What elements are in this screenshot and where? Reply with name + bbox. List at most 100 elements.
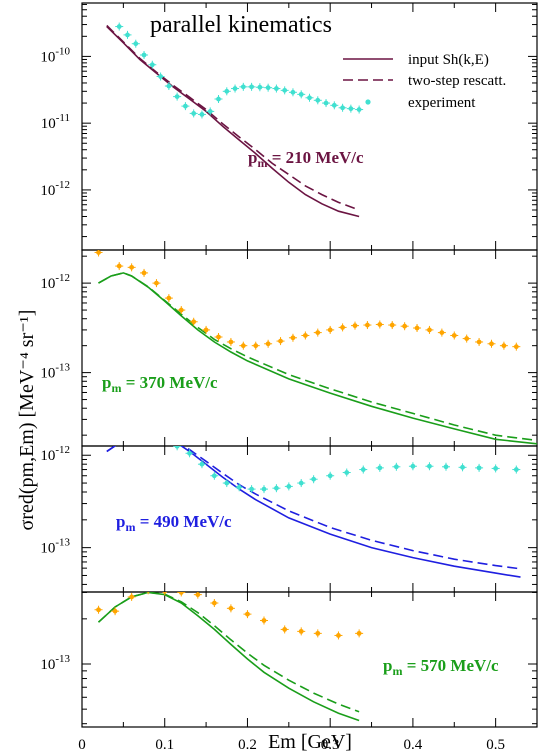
series-line-rescatt [98, 272, 537, 442]
data-point [187, 450, 192, 456]
x-tick-label: 0.3 [321, 737, 340, 753]
data-point [290, 89, 296, 95]
data-point [451, 333, 457, 338]
data-point [464, 336, 470, 341]
data-point [315, 330, 321, 335]
panel-label: pm = 210 MeV/c [248, 148, 364, 170]
y-tick-label: 10-13 [40, 362, 70, 382]
plot-area [94, 592, 364, 722]
data-point [125, 438, 130, 443]
data-point [356, 107, 362, 112]
data-point [348, 106, 354, 112]
panel-2: 10-13 10-12 pm = 370 MeV/c [40, 249, 538, 447]
data-point [191, 319, 197, 325]
data-point [236, 484, 242, 490]
data-point [298, 480, 304, 486]
data-point [340, 325, 345, 330]
panel-frame [81, 2, 538, 251]
data-point [278, 338, 283, 344]
data-point [211, 600, 217, 606]
data-point [133, 41, 139, 47]
data-point [501, 343, 507, 349]
data-point [265, 85, 271, 91]
data-point [356, 630, 362, 636]
x-tick-label: 0.2 [238, 737, 257, 753]
series-line-input [98, 272, 537, 445]
data-point [149, 62, 155, 68]
data-point [129, 264, 135, 270]
panel-label: pm = 370 MeV/c [102, 373, 218, 395]
data-point [489, 341, 494, 347]
data-point [162, 592, 168, 594]
data-point [402, 323, 408, 329]
data-point [216, 334, 221, 340]
data-point [129, 594, 135, 600]
legend-experiment-label: experiment [408, 95, 476, 111]
data-point [315, 97, 321, 103]
data-point [195, 592, 201, 598]
series-line-input [97, 592, 360, 722]
panel-frame [81, 249, 538, 447]
data-point [174, 446, 180, 449]
data-point [191, 111, 197, 116]
data-point [311, 476, 317, 482]
data-point [410, 463, 416, 469]
data-point [377, 322, 383, 327]
data-point [216, 96, 221, 102]
data-point [199, 461, 205, 467]
data-point [261, 618, 267, 623]
x-axis-label: Em [GeV] [268, 731, 352, 753]
y-tick-label: 10-10 [40, 45, 70, 65]
panel-1: 10-12 10-11 10-10 pm = 210 MeV/c [40, 2, 538, 251]
y-tick-label: 10-12 [40, 272, 70, 292]
data-point [360, 467, 366, 472]
data-point [476, 339, 482, 345]
data-point [282, 627, 288, 632]
data-point [307, 95, 312, 101]
data-point [298, 628, 304, 634]
data-point [274, 86, 279, 91]
data-point [96, 607, 101, 613]
data-point [249, 84, 254, 90]
series-line-rescatt [106, 446, 521, 570]
data-point [286, 484, 292, 489]
data-point [427, 327, 432, 333]
data-point [240, 84, 246, 90]
data-point [393, 464, 399, 470]
data-point [290, 335, 296, 341]
legend: input Sh(k,E) two-step rescatt. experime… [343, 52, 506, 111]
panels: 10-12 10-11 10-10 pm = 210 MeV/c 10-13 10-12 p… [40, 2, 538, 753]
legend-rescatt-label: two-step rescatt. [408, 73, 506, 89]
data-point [493, 466, 499, 471]
data-point [224, 88, 230, 94]
x-tick-label: 0 [78, 737, 86, 753]
data-point [112, 608, 118, 614]
data-point [166, 295, 172, 301]
data-point [253, 343, 259, 349]
data-point [513, 467, 519, 472]
data-point [274, 485, 279, 491]
data-point [178, 592, 184, 595]
data-point [154, 280, 159, 286]
data-point [344, 470, 350, 475]
data-point [240, 343, 246, 349]
data-point [224, 480, 230, 486]
data-point [146, 592, 150, 593]
panel-label: pm = 570 MeV/c [383, 656, 499, 678]
data-point [125, 32, 130, 38]
y-tick-label: 10-12 [40, 179, 70, 199]
x-tick-label: 0.5 [486, 737, 505, 753]
plot-area [106, 22, 364, 218]
data-point [166, 83, 172, 89]
x-tick-label: 0.4 [404, 737, 423, 753]
data-point [158, 74, 163, 79]
data-point [141, 270, 147, 276]
data-point [302, 333, 308, 338]
data-point [150, 430, 155, 435]
data-point [249, 486, 254, 492]
series-line-rescatt [97, 592, 360, 713]
data-point [96, 250, 101, 255]
y-tick-label: 10-11 [41, 112, 70, 132]
plot-area [106, 430, 521, 578]
